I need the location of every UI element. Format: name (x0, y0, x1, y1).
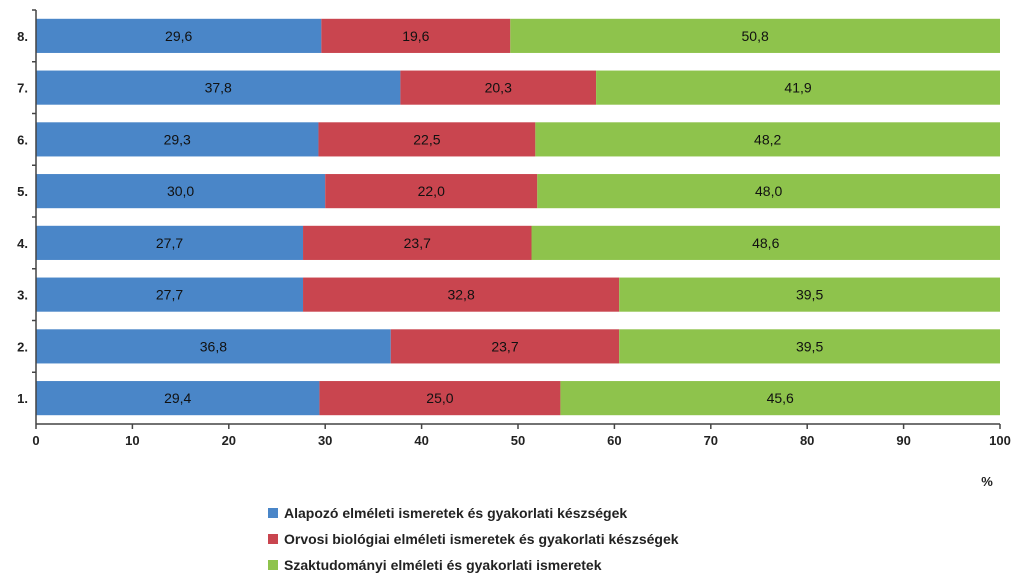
bar-series-2-row-6 (318, 122, 536, 157)
bar-series-1-row-8 (36, 18, 322, 53)
bar-series-3-row-4 (531, 225, 1000, 260)
bar-series-1-row-3 (36, 277, 304, 312)
bar-series-1-row-6 (36, 122, 319, 157)
bar-series-2-row-3 (303, 277, 620, 312)
bar-series-3-row-8 (510, 18, 1000, 53)
chart-legend: Alapozó elméleti ismeretek és gyakorlati… (268, 500, 679, 578)
bar-value-label: 48,2 (754, 131, 781, 147)
category-label: 5. (17, 184, 28, 199)
bar-value-label: 22,5 (413, 131, 440, 147)
bar-series-1-row-1 (36, 381, 320, 416)
bar-value-label: 48,6 (752, 235, 779, 251)
legend-swatch (268, 508, 278, 518)
bar-series-2-row-1 (319, 381, 561, 416)
x-tick-label: 90 (896, 433, 910, 448)
x-tick-label: 10 (125, 433, 139, 448)
bar-value-label: 41,9 (784, 80, 811, 96)
legend-item-1: Alapozó elméleti ismeretek és gyakorlati… (268, 500, 679, 526)
legend-swatch (268, 560, 278, 570)
bar-value-label: 19,6 (402, 28, 429, 44)
x-tick-label: 70 (704, 433, 718, 448)
bar-value-label: 22,0 (418, 183, 445, 199)
x-tick-label: 0 (32, 433, 39, 448)
bar-series-3-row-5 (537, 174, 1000, 209)
bar-series-3-row-3 (619, 277, 1000, 312)
axes-group: 1. 2. 3. 4. 5. 6. 7. 8. 0 10 20 30 40 50 60 70 80 90 100 (17, 9, 1011, 448)
x-axis-unit-label: % (981, 474, 993, 489)
bar-value-label: 37,8 (205, 80, 232, 96)
category-label: 6. (17, 132, 28, 147)
bar-value-label: 25,0 (426, 390, 453, 406)
bar-value-label: 20,3 (485, 80, 512, 96)
bar-value-label: 29,4 (164, 390, 191, 406)
category-label: 7. (17, 81, 28, 96)
bar-value-label: 29,6 (165, 28, 192, 44)
x-tick-label: 30 (318, 433, 332, 448)
legend-label: Orvosi biológiai elméleti ismeretek és g… (284, 531, 679, 547)
bar-value-label: 36,8 (200, 338, 227, 354)
bar-value-label: 32,8 (447, 287, 474, 303)
legend-label: Alapozó elméleti ismeretek és gyakorlati… (284, 505, 628, 521)
category-label: 8. (17, 29, 28, 44)
bars-group (36, 18, 1000, 416)
bar-value-label: 30,0 (167, 183, 194, 199)
legend-label: Szaktudományi elméleti és gyakorlati ism… (284, 557, 602, 573)
bar-series-1-row-7 (36, 70, 401, 105)
bar-value-label: 23,7 (404, 235, 431, 251)
x-tick-label: 50 (511, 433, 525, 448)
bar-value-label: 27,7 (156, 235, 183, 251)
category-label: 3. (17, 288, 28, 303)
bar-value-label: 50,8 (742, 28, 769, 44)
category-label: 1. (17, 391, 28, 406)
bar-value-label: 45,6 (767, 390, 794, 406)
legend-item-2: Orvosi biológiai elméleti ismeretek és g… (268, 526, 679, 552)
bar-series-3-row-6 (535, 122, 1000, 157)
x-tick-label: 60 (607, 433, 621, 448)
bar-labels-group: 29,4 25,0 45,6 36,8 23,7 39,5 27,7 32,8 39,5 27,7… (156, 28, 824, 406)
bar-series-3-row-7 (596, 70, 1000, 105)
x-tick-label: 40 (414, 433, 428, 448)
bar-value-label: 39,5 (796, 287, 823, 303)
bar-series-1-row-4 (36, 225, 304, 260)
bar-value-label: 39,5 (796, 338, 823, 354)
bar-series-2-row-2 (390, 329, 620, 364)
bar-value-label: 23,7 (491, 338, 518, 354)
bar-value-label: 48,0 (755, 183, 782, 199)
x-tick-label: 100 (989, 433, 1011, 448)
x-tick-label: 20 (222, 433, 236, 448)
x-tick-label: 80 (800, 433, 814, 448)
category-label: 4. (17, 236, 28, 251)
bar-series-3-row-2 (619, 329, 1000, 364)
bar-series-1-row-2 (36, 329, 391, 364)
category-label: 2. (17, 339, 28, 354)
bar-series-2-row-7 (400, 70, 597, 105)
bar-series-2-row-8 (321, 18, 511, 53)
bar-series-2-row-5 (325, 174, 538, 209)
bar-value-label: 29,3 (164, 131, 191, 147)
legend-item-3: Szaktudományi elméleti és gyakorlati ism… (268, 552, 679, 578)
bar-series-3-row-1 (560, 381, 1000, 416)
bar-series-2-row-4 (303, 225, 532, 260)
bar-value-label: 27,7 (156, 287, 183, 303)
legend-swatch (268, 534, 278, 544)
bar-series-1-row-5 (36, 174, 326, 209)
